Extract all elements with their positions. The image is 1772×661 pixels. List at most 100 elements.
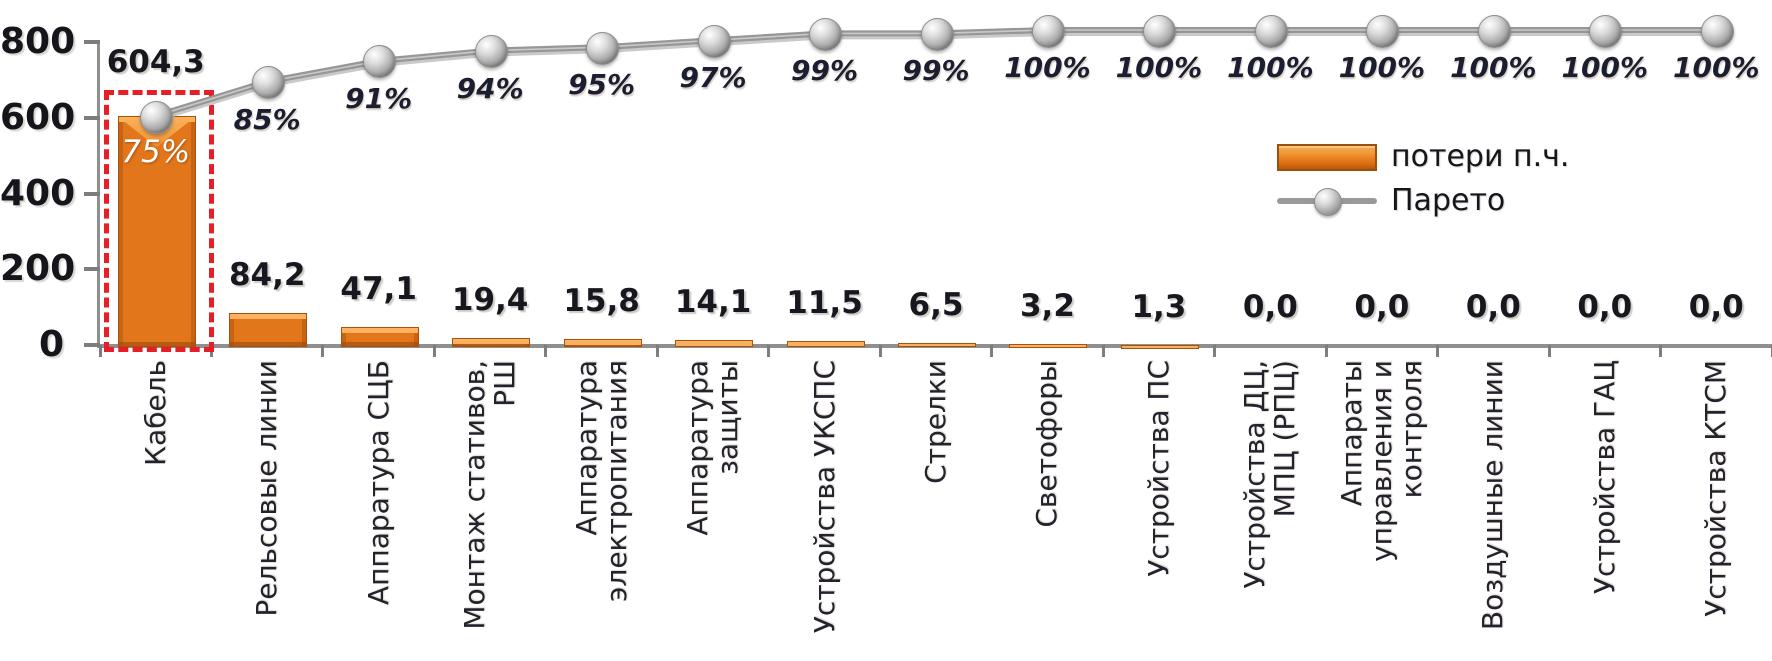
pareto-marker-icon bbox=[1143, 14, 1177, 48]
bar-value-label: 3,2 bbox=[1019, 287, 1075, 324]
pareto-marker-icon bbox=[697, 24, 731, 58]
bar-value-label: 0,0 bbox=[1465, 289, 1521, 325]
pareto-marker-icon bbox=[586, 31, 620, 65]
x-axis-tick bbox=[1101, 345, 1105, 357]
category-label: Монтаж стативов, РШ bbox=[458, 360, 522, 630]
category-label: Устройства УКСПС bbox=[807, 360, 841, 634]
bar bbox=[1009, 343, 1088, 348]
bar-value-label: 0,0 bbox=[1577, 289, 1633, 325]
pareto-marker-icon bbox=[140, 100, 174, 134]
legend: потери п.ч. Парето bbox=[1277, 140, 1569, 228]
pct-label-inside-bar: 75% bbox=[121, 134, 191, 170]
x-axis-tick bbox=[1659, 345, 1663, 357]
bar bbox=[1120, 344, 1199, 349]
bar-value-label: 0,0 bbox=[1688, 289, 1744, 325]
pareto-marker-icon bbox=[809, 17, 843, 51]
category-label: Устройства ДЦ, МПЦ (РПЦ) bbox=[1238, 360, 1302, 589]
y-axis-label: 400 bbox=[0, 172, 76, 214]
category-label: Устройства ГАЦ bbox=[1587, 360, 1621, 595]
bar bbox=[117, 116, 196, 347]
bar-value-label: 0,0 bbox=[1242, 289, 1298, 325]
bar bbox=[898, 342, 976, 347]
x-axis-tick bbox=[98, 345, 102, 357]
pareto-pct-label: 100% bbox=[1227, 51, 1314, 84]
pareto-pct-label: 100% bbox=[1450, 51, 1537, 84]
y-axis-label: 200 bbox=[0, 248, 76, 290]
pareto-marker-icon bbox=[1700, 14, 1734, 48]
legend-item-bars: потери п.ч. bbox=[1277, 140, 1569, 174]
y-axis-tick bbox=[84, 267, 100, 272]
bar bbox=[675, 339, 754, 347]
x-axis-tick bbox=[1213, 345, 1217, 357]
bar-value-label: 0,0 bbox=[1354, 289, 1410, 325]
pareto-pct-label: 99% bbox=[791, 54, 859, 88]
bar-value-label: 6,5 bbox=[908, 286, 964, 323]
bar bbox=[452, 337, 531, 347]
category-label: Аппаратура СЦБ bbox=[361, 360, 395, 606]
pareto-pct-label: 97% bbox=[679, 61, 747, 95]
bar bbox=[563, 339, 642, 347]
bar-value-label: 19,4 bbox=[451, 281, 529, 318]
legend-bar-label: потери п.ч. bbox=[1391, 139, 1570, 174]
x-axis-tick bbox=[432, 345, 436, 357]
x-axis-tick bbox=[1436, 345, 1440, 357]
pareto-marker-icon bbox=[1477, 14, 1511, 48]
pareto-pct-label: 100% bbox=[1673, 51, 1760, 84]
pareto-marker-icon bbox=[1254, 14, 1288, 48]
x-axis-tick bbox=[878, 345, 882, 357]
y-axis-tick bbox=[84, 115, 100, 120]
pareto-marker-icon bbox=[251, 66, 285, 100]
category-label: Аппаратура электропитания bbox=[569, 360, 633, 602]
y-axis-tick bbox=[84, 343, 100, 347]
pareto-marker-icon bbox=[1366, 14, 1400, 48]
bar bbox=[340, 327, 419, 347]
pareto-pct-label: 95% bbox=[568, 68, 636, 102]
pareto-pct-label: 99% bbox=[902, 54, 970, 88]
x-axis-tick bbox=[767, 345, 771, 357]
bar-value-label: 15,8 bbox=[563, 283, 640, 320]
x-axis-tick bbox=[544, 345, 548, 357]
category-label: Рельсовые линии bbox=[250, 360, 284, 617]
legend-line-swatch-icon bbox=[1277, 188, 1377, 216]
category-label: Устройства КТСМ bbox=[1699, 360, 1733, 617]
pareto-marker-icon bbox=[1031, 14, 1065, 48]
category-label: Устройства ПС bbox=[1141, 360, 1175, 577]
bar bbox=[786, 340, 865, 347]
bar-value-label: 1,3 bbox=[1131, 288, 1187, 325]
first-bar-highlight-box bbox=[103, 90, 214, 352]
y-axis-label: 600 bbox=[0, 96, 76, 138]
x-axis-tick bbox=[1770, 345, 1772, 357]
x-axis-tick bbox=[655, 345, 659, 357]
bar-value-label: 84,2 bbox=[228, 257, 306, 294]
y-axis-tick bbox=[84, 191, 100, 196]
y-axis-tick bbox=[84, 40, 100, 44]
category-label: Воздушные линии bbox=[1476, 360, 1510, 631]
bar bbox=[229, 313, 308, 347]
legend-line-label: Парето bbox=[1391, 183, 1506, 218]
category-label: Светофоры bbox=[1030, 360, 1064, 528]
category-label: Кабель bbox=[138, 360, 172, 466]
bar-value-label: 11,5 bbox=[786, 284, 863, 321]
x-axis-tick bbox=[990, 345, 994, 357]
bar-value-label: 14,1 bbox=[674, 283, 752, 320]
category-label: Аппаратура защиты bbox=[681, 360, 745, 536]
pareto-pct-label: 100% bbox=[1561, 51, 1649, 84]
bar-value-label: 604,3 bbox=[106, 44, 205, 81]
pareto-pct-label: 100% bbox=[1004, 51, 1091, 84]
legend-bar-swatch-icon bbox=[1277, 143, 1377, 171]
pareto-pct-label: 85% bbox=[233, 102, 301, 136]
x-axis-tick bbox=[1324, 345, 1328, 357]
x-axis-tick bbox=[1547, 345, 1551, 357]
legend-marker-icon bbox=[1314, 188, 1342, 216]
pareto-pct-label: 91% bbox=[345, 81, 413, 115]
pareto-marker-icon bbox=[1589, 14, 1623, 48]
x-axis-tick bbox=[321, 345, 325, 357]
pareto-marker-icon bbox=[474, 35, 508, 69]
y-axis-label: 0 bbox=[38, 324, 64, 365]
pareto-pct-label: 100% bbox=[1338, 51, 1426, 84]
legend-item-line: Парето bbox=[1277, 184, 1569, 218]
y-axis-label: 800 bbox=[0, 21, 76, 62]
pareto-pct-label: 100% bbox=[1115, 51, 1203, 84]
pareto-marker-icon bbox=[363, 45, 397, 79]
